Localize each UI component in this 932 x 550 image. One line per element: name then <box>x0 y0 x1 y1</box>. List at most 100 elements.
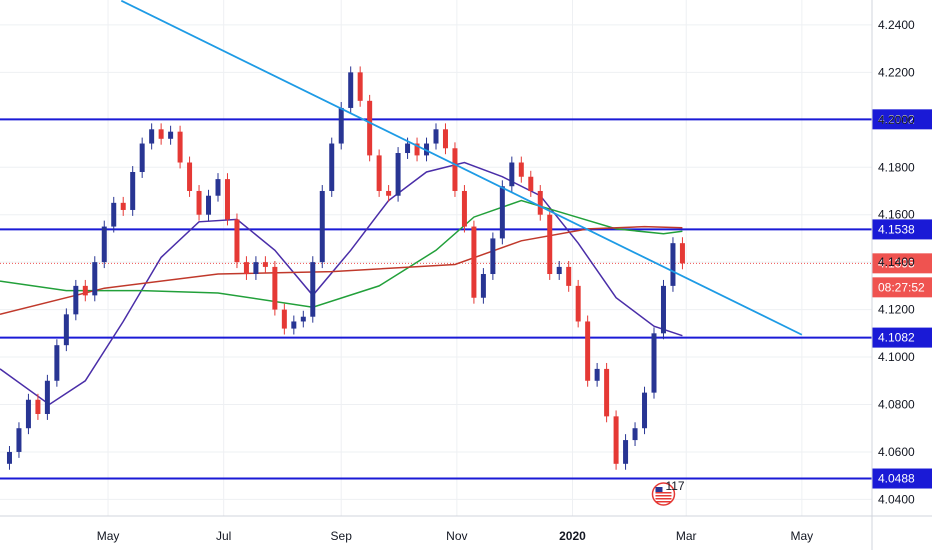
candle-body <box>215 179 221 196</box>
candle-body <box>206 195 212 215</box>
candle-body <box>490 238 496 275</box>
candle-body <box>92 262 98 296</box>
candle-body <box>177 131 183 163</box>
candle-body <box>528 176 534 191</box>
candle-body <box>660 285 666 334</box>
candle-body <box>158 129 164 139</box>
candle-body <box>623 440 629 464</box>
y-tick-label: 4.1200 <box>878 303 915 317</box>
candle-body <box>120 202 126 210</box>
candle-body <box>63 314 69 346</box>
candle-body <box>73 285 79 315</box>
y-tick-label: 4.2400 <box>878 18 915 32</box>
candle-body <box>442 129 448 149</box>
candle-body <box>585 321 591 381</box>
x-tick-label: Nov <box>446 529 467 543</box>
candle-body <box>224 179 230 220</box>
candle-body <box>82 285 88 296</box>
candle-body <box>101 226 107 263</box>
candle-body <box>547 214 553 275</box>
candle-body <box>281 309 287 329</box>
y-tick-label: 4.2000 <box>878 113 915 127</box>
y-tick-label: 4.0400 <box>878 492 915 506</box>
candle-body <box>376 155 382 191</box>
x-tick-label: Sep <box>331 529 353 543</box>
flag-canton <box>655 487 663 492</box>
candle-body <box>357 72 363 101</box>
flag-stripe <box>655 498 672 500</box>
flag-stripe <box>655 495 672 497</box>
candle-body <box>243 262 249 275</box>
candle-body <box>262 262 268 267</box>
x-tick-label: Mar <box>676 529 697 543</box>
candle-body <box>509 162 515 187</box>
candle-body <box>310 262 316 317</box>
level-price-tag: 4.1082 <box>878 331 915 345</box>
candle-body <box>471 226 477 298</box>
candles <box>6 66 685 470</box>
y-tick-label: 4.0600 <box>878 445 915 459</box>
candle-body <box>348 72 354 108</box>
moving-average-lines <box>0 161 683 406</box>
flag-stripe <box>655 492 672 494</box>
candle-body <box>594 368 600 381</box>
candle-body <box>499 186 505 239</box>
candle-body <box>414 143 420 156</box>
candle-body <box>651 333 657 393</box>
event-badge-count: 117 <box>665 479 684 493</box>
candle-body <box>338 107 344 144</box>
candle-body <box>300 316 306 322</box>
candle-body <box>6 451 12 464</box>
candle-body <box>670 243 676 286</box>
candle-body <box>16 428 22 452</box>
level-price-tag-bg <box>872 109 932 130</box>
candle-body <box>367 100 373 156</box>
candle-body <box>461 190 467 227</box>
x-tick-label: Jul <box>216 529 231 543</box>
candle-body <box>111 202 117 227</box>
candle-body <box>25 399 31 429</box>
level-price-tag: 4.2002 <box>878 112 915 126</box>
event-badge: 117 <box>651 479 685 506</box>
candle-body <box>433 129 439 144</box>
y-tick-label: 4.1000 <box>878 350 915 364</box>
candle-body <box>452 148 458 191</box>
moving-average-line <box>0 225 683 316</box>
level-price-tag-bg <box>872 219 932 240</box>
candle-body <box>139 143 145 172</box>
y-tick-label: 4.1600 <box>878 208 915 222</box>
countdown-tag: 08:27:52 <box>878 280 925 294</box>
horizontal-levels <box>0 118 872 480</box>
candle-body <box>291 321 297 329</box>
candle-body <box>556 266 562 275</box>
candle-body <box>272 266 278 310</box>
candle-body <box>319 190 325 263</box>
flag-stripe <box>655 501 672 503</box>
y-tick-label: 4.0800 <box>878 397 915 411</box>
candle-body <box>196 190 202 215</box>
last-price-tag: 4.1395 <box>878 256 915 270</box>
candle-body <box>234 219 240 263</box>
grid-lines <box>0 0 872 516</box>
candle-body <box>518 162 524 177</box>
countdown-tag-bg <box>872 277 932 298</box>
candle-body <box>632 428 638 441</box>
level-price-tag-bg <box>872 468 932 489</box>
candle-body <box>35 399 41 414</box>
candle-body <box>480 274 486 298</box>
level-price-tag: 4.0488 <box>878 472 915 486</box>
candle-body <box>679 243 685 264</box>
candle-body <box>54 345 60 381</box>
moving-average-line <box>0 199 683 308</box>
candle-body <box>613 416 619 464</box>
candle-body <box>329 143 335 191</box>
candle-body <box>187 162 193 191</box>
y-tick-label: 4.1800 <box>878 160 915 174</box>
level-price-tag: 4.1538 <box>878 222 915 236</box>
candle-body <box>130 172 136 210</box>
overlay: 4.2002 4.1538 4.1395 08:27:52 4.1082 4.0488 11… <box>120 0 932 506</box>
candle-body <box>44 380 50 414</box>
candle-body <box>149 129 155 144</box>
